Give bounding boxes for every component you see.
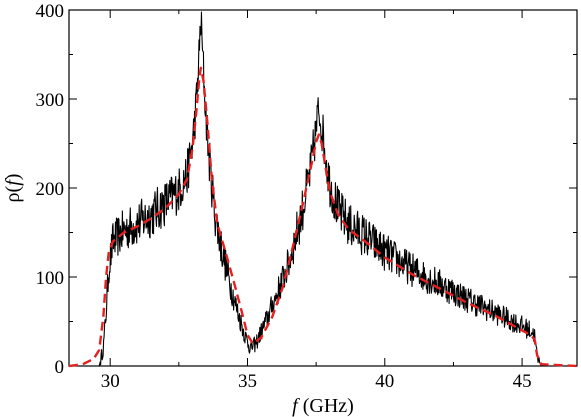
x-tick-label: 30 bbox=[101, 371, 120, 392]
y-tick-label: 100 bbox=[36, 268, 65, 289]
y-tick-label: 400 bbox=[36, 1, 65, 22]
y-tick-label: 200 bbox=[36, 179, 65, 200]
x-tick-label: 40 bbox=[375, 371, 394, 392]
x-tick-label: 45 bbox=[513, 371, 532, 392]
x-tick-label: 35 bbox=[238, 371, 257, 392]
x-axis-label: f (GHz) bbox=[292, 395, 354, 417]
y-tick-label: 300 bbox=[36, 90, 65, 111]
y-tick-label: 0 bbox=[55, 357, 65, 378]
series-line-measured bbox=[68, 11, 577, 367]
data-series bbox=[68, 11, 578, 368]
y-axis-label: ρ(f) bbox=[2, 174, 24, 203]
